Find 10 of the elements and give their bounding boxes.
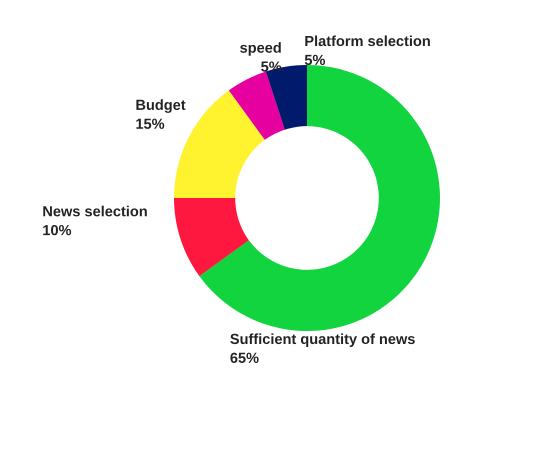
slice-label: Sufficient quantity of news	[230, 333, 415, 347]
slice-label: News selection	[43, 206, 147, 216]
slice-label: Platform selection	[305, 35, 430, 46]
slice-label: speed	[240, 42, 281, 56]
data-label: 65%	[230, 352, 259, 363]
slice-label: Budget	[136, 99, 186, 113]
data-label: 5%	[261, 61, 282, 72]
data-label: 10%	[43, 224, 72, 236]
data-label: 15%	[136, 118, 164, 129]
data-label: 5%	[304, 54, 326, 66]
